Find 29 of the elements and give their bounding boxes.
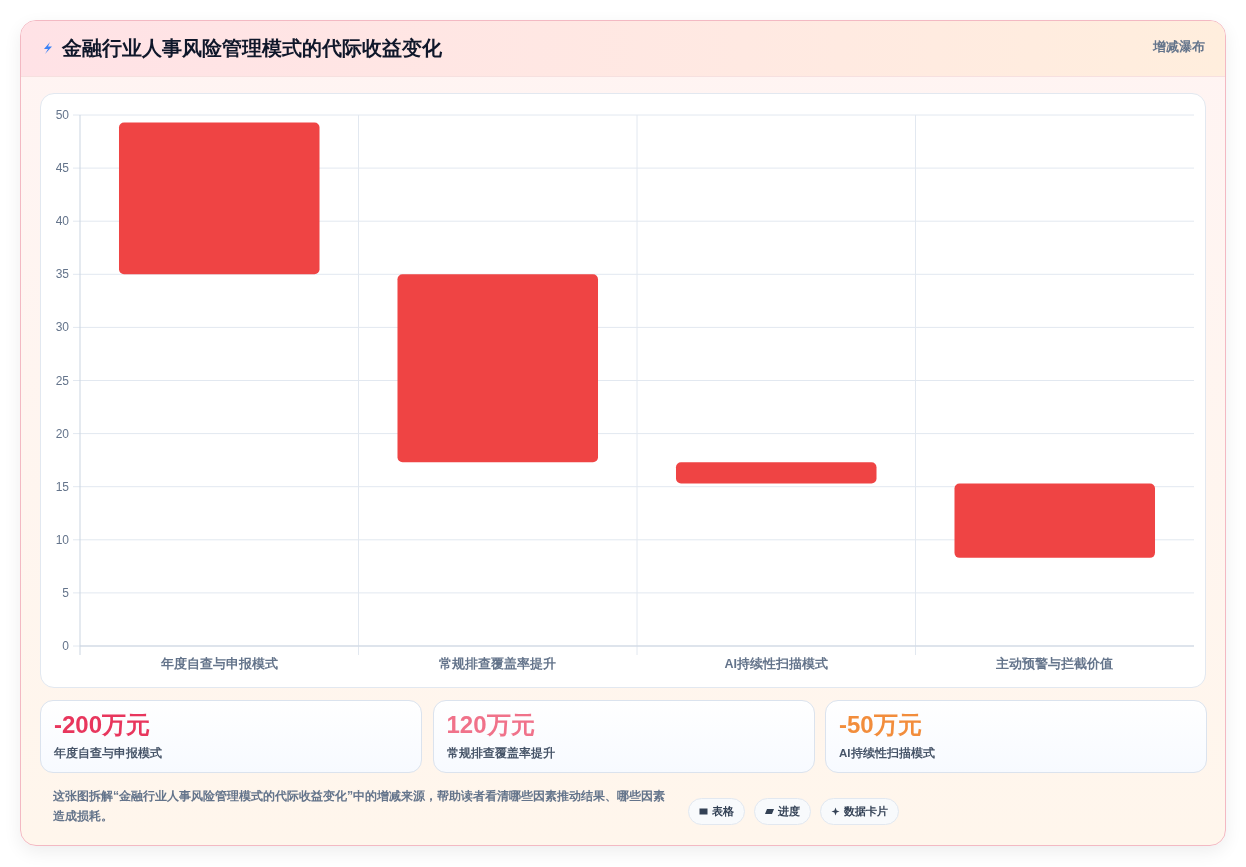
x-tick-label: 年度自查与申报模式 xyxy=(159,656,278,671)
chart-title: 金融行业人事风险管理模式的代际收益变化 xyxy=(62,36,442,60)
bar xyxy=(675,462,877,484)
bar xyxy=(118,122,320,275)
kpi-card: -50万元 AI持续性扫描模式 xyxy=(825,700,1207,773)
button: 进度 xyxy=(754,798,811,825)
y-tick-label: 15 xyxy=(55,479,70,494)
y-tick-label: 0 xyxy=(62,639,70,653)
kpi-card: 120万元 常规排查覆盖率提升 xyxy=(432,700,815,773)
x-tick-label: 主动预警与拦截价值 xyxy=(995,656,1114,671)
y-tick-label: 35 xyxy=(55,267,70,282)
kpi-card: -200万元 年度自查与申报模式 xyxy=(40,700,422,773)
y-tick-label: 25 xyxy=(55,373,70,388)
y-tick-label: 10 xyxy=(55,532,70,547)
y-tick-label: 40 xyxy=(55,214,70,229)
y-tick-label: 30 xyxy=(55,320,70,335)
x-tick-label: AI持续性扫描模式 xyxy=(724,656,828,671)
button: 表格 xyxy=(688,798,745,825)
bar xyxy=(397,274,599,463)
x-tick-label: 常规排查覆盖率提升 xyxy=(439,656,557,671)
chart-panel: 0 5 10 15 20 25 30 35 40 45 50 年度自查与申报模式 常规排查覆盖率提升 AI持续性扫描模式 主动预警与拦截价值 xyxy=(40,93,1206,688)
y-tick-label: 50 xyxy=(55,108,70,122)
y-tick-label: 5 xyxy=(62,585,70,600)
y-tick-label: 45 xyxy=(55,161,70,176)
text: 这张图拆解“金融行业人事风险管理模式的代际收益变化”中的增减来源，帮助读者看清哪些因素推动结果、哪些因素造成损耗。 xyxy=(53,788,667,825)
chart-subtitle: 增减瀑布 xyxy=(1151,39,1205,55)
button: 数据卡片 xyxy=(820,798,899,825)
y-tick-label: 20 xyxy=(55,426,70,441)
bar xyxy=(954,483,1156,558)
